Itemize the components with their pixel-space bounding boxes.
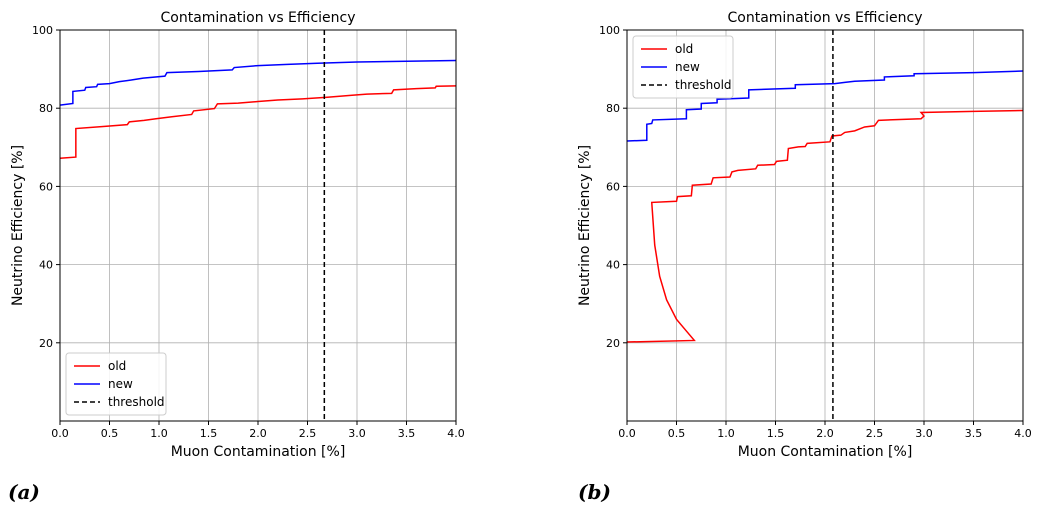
y-tick-label: 80 xyxy=(606,102,620,115)
y-tick-label: 20 xyxy=(39,337,53,350)
legend-box xyxy=(65,352,167,416)
x-tick-label: 3.5 xyxy=(965,427,983,440)
x-tick-label: 2.0 xyxy=(816,427,834,440)
series-line-new xyxy=(626,70,1024,142)
legend-label: old xyxy=(675,42,693,56)
y-axis-label: Neutrino Efficiency [%] xyxy=(10,145,26,306)
x-tick-label: 0.0 xyxy=(618,427,636,440)
x-tick-label: 3.0 xyxy=(348,427,366,440)
chart-title: Contamination vs Efficiency xyxy=(161,10,356,26)
legend: old new threshold xyxy=(65,352,167,416)
plot-area xyxy=(626,30,1024,421)
x-tick-label: 0.0 xyxy=(51,427,69,440)
panel-label-b: (b) xyxy=(578,480,611,504)
series-line-old xyxy=(59,85,457,159)
y-tick-label: 100 xyxy=(32,24,53,37)
series-line-old xyxy=(626,109,1024,343)
y-tick-label: 60 xyxy=(606,180,620,193)
x-tick-label: 0.5 xyxy=(101,427,119,440)
x-tick-label: 3.0 xyxy=(915,427,933,440)
legend-box xyxy=(632,35,734,99)
legend-label: new xyxy=(108,377,133,391)
x-tick-label: 1.0 xyxy=(150,427,168,440)
panel-label-a: (a) xyxy=(8,480,40,504)
y-tick-label: 20 xyxy=(606,337,620,350)
chart-b: 0.0 0.5 1.0 1.5 2.0 2.5 3.0 3.5 4.0 20 40 60 80 100 C… xyxy=(577,10,1032,460)
x-tick-label: 4.0 xyxy=(1014,427,1032,440)
y-tick-label: 80 xyxy=(39,102,53,115)
legend-label: threshold xyxy=(108,395,165,409)
y-tick-label: 40 xyxy=(39,259,53,272)
legend: old new threshold xyxy=(632,35,734,99)
x-tick-label: 2.5 xyxy=(299,427,317,440)
chart-title: Contamination vs Efficiency xyxy=(728,10,923,26)
x-tick-label: 1.5 xyxy=(767,427,785,440)
series-line-new xyxy=(59,59,457,106)
ticks: 0.0 0.5 1.0 1.5 2.0 2.5 3.0 3.5 4.0 20 40 60 80 100 xyxy=(599,24,1032,440)
x-tick-label: 1.0 xyxy=(717,427,735,440)
y-tick-label: 40 xyxy=(606,259,620,272)
ticks: 0.0 0.5 1.0 1.5 2.0 2.5 3.0 3.5 4.0 20 40 60 80 100 xyxy=(32,24,465,440)
plot-area xyxy=(59,30,457,421)
legend-label: new xyxy=(675,60,700,74)
x-tick-label: 2.0 xyxy=(249,427,267,440)
x-tick-label: 1.5 xyxy=(200,427,218,440)
y-axis-label: Neutrino Efficiency [%] xyxy=(577,145,593,306)
x-axis-label: Muon Contamination [%] xyxy=(738,444,913,460)
x-tick-label: 4.0 xyxy=(447,427,465,440)
x-tick-label: 3.5 xyxy=(398,427,416,440)
y-tick-label: 60 xyxy=(39,180,53,193)
chart-a: 0.0 0.5 1.0 1.5 2.0 2.5 3.0 3.5 4.0 20 40 60 80 100 C… xyxy=(10,10,465,460)
x-tick-label: 0.5 xyxy=(668,427,686,440)
x-axis-label: Muon Contamination [%] xyxy=(171,444,346,460)
x-tick-label: 2.5 xyxy=(866,427,884,440)
y-tick-label: 100 xyxy=(599,24,620,37)
legend-label: old xyxy=(108,359,126,373)
legend-label: threshold xyxy=(675,78,732,92)
